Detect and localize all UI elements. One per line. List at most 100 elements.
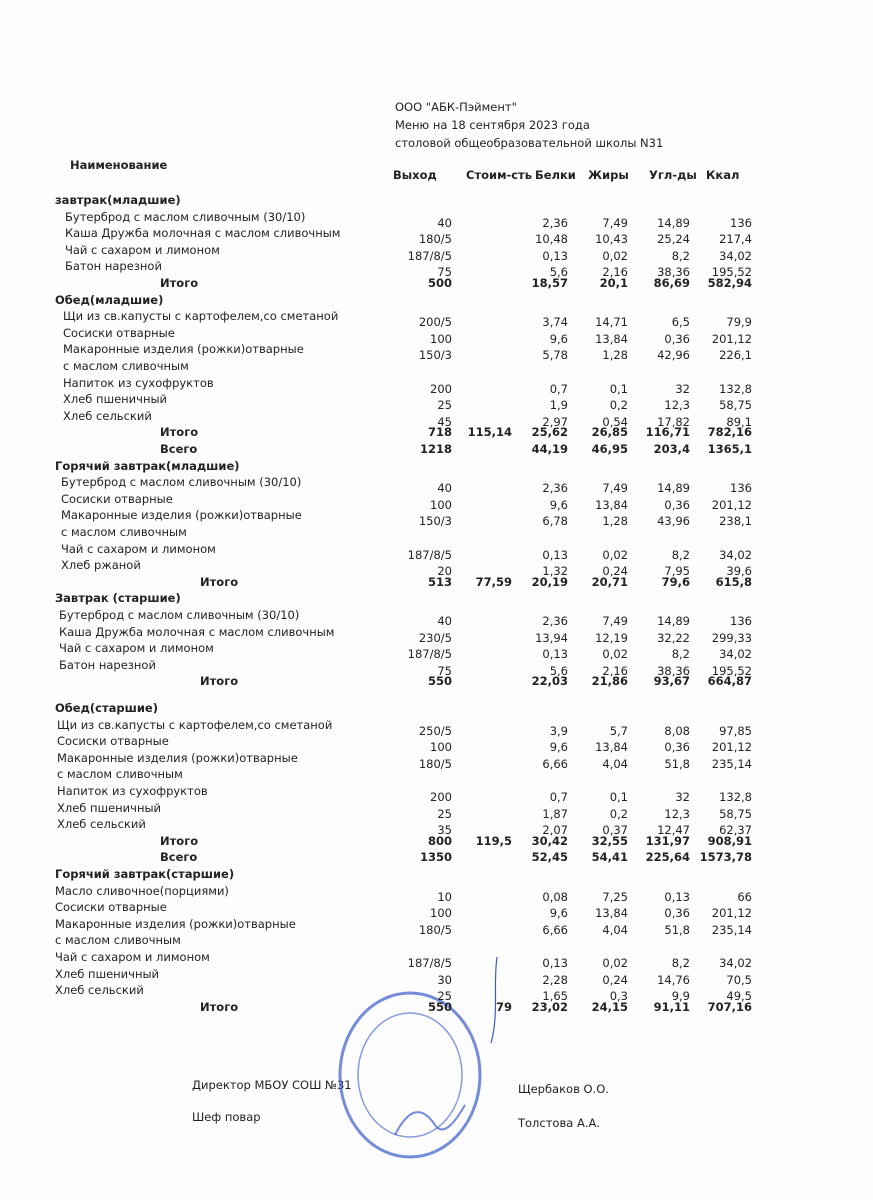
- item-value: 13,84: [595, 497, 628, 512]
- total-value: 116,71: [645, 425, 690, 440]
- section-title: завтрак(младшие): [55, 193, 181, 207]
- item-value: 0,24: [602, 564, 628, 579]
- total-value: 77,59: [475, 574, 512, 589]
- item-value: 0,24: [602, 972, 628, 987]
- item-value: 3,9: [549, 723, 568, 738]
- item-value: 0,2: [609, 806, 628, 821]
- item-value: 0,3: [609, 989, 628, 1004]
- stamp: [338, 991, 482, 1159]
- total-value: 707,16: [707, 999, 752, 1014]
- item-value: 0,13: [542, 956, 568, 970]
- item-name: Чай с сахаром и лимоном: [55, 950, 210, 964]
- item-name: Батон нарезной: [65, 259, 162, 274]
- total-value: 908,91: [707, 833, 752, 848]
- item-value: 75: [437, 265, 452, 280]
- item-value: 40: [437, 614, 452, 628]
- item-value: 40: [437, 215, 452, 230]
- item-name: Напиток из сухофруктов: [63, 375, 214, 390]
- column-header: Стоим-сть: [466, 168, 532, 182]
- item-value: 14,89: [657, 614, 690, 628]
- item-value: 34,02: [719, 647, 752, 662]
- total-value: 500: [427, 276, 452, 290]
- item-value: 187/8/5: [407, 547, 452, 562]
- item-value: 5,6: [549, 663, 568, 678]
- section-title: Горячий завтрак(старшие): [55, 867, 235, 881]
- item-value: 1,28: [602, 514, 628, 529]
- item-value: 0,13: [542, 248, 568, 263]
- item-value: 14,76: [657, 972, 690, 987]
- item-value: 7,95: [664, 564, 690, 579]
- item-name: Макаронные изделия (рожки)отварные: [57, 750, 298, 765]
- item-value: 0,36: [664, 497, 690, 512]
- total-value: 615,8: [715, 574, 752, 589]
- total-value: 664,87: [707, 674, 752, 689]
- total-value: 86,69: [653, 276, 690, 290]
- item-value: 58,75: [719, 806, 752, 821]
- item-value: 1,32: [542, 564, 568, 579]
- school-name: столовой общеобразовательной школы N31: [395, 136, 664, 150]
- item-value: 32: [675, 790, 690, 804]
- item-value: 195,52: [711, 265, 752, 280]
- item-value: 8,2: [671, 248, 690, 263]
- total-label: Итого: [200, 674, 239, 689]
- item-value: 2,16: [602, 265, 628, 280]
- item-name: Чай с сахаром и лимоном: [61, 541, 216, 556]
- total-value: 1350: [419, 850, 452, 865]
- item-value: 30: [437, 972, 452, 987]
- item-value: 40: [437, 481, 452, 496]
- item-value: 13,84: [595, 906, 628, 921]
- item-name: Каша Дружба молочная с маслом сливочным: [65, 226, 341, 241]
- total-value: 54,41: [591, 850, 628, 865]
- column-header: Угл-ды: [649, 168, 697, 182]
- column-header: Наименование: [70, 158, 168, 172]
- column-header: Жиры: [588, 168, 629, 182]
- item-value: 200: [430, 790, 452, 804]
- item-value: 8,2: [671, 647, 690, 662]
- item-value: 132,8: [719, 381, 752, 396]
- item-value: 25: [437, 398, 452, 413]
- signature-name: Толстова А.А.: [518, 1116, 600, 1130]
- item-value: 14,71: [595, 315, 628, 330]
- item-value: 8,2: [671, 956, 690, 970]
- item-name: Чай с сахаром и лимоном: [59, 641, 214, 656]
- item-value: 14,89: [657, 215, 690, 230]
- item-value: 8,2: [671, 547, 690, 562]
- item-value: 0,36: [664, 906, 690, 921]
- item-value: 32,22: [657, 630, 690, 645]
- item-value: 7,25: [602, 889, 628, 904]
- item-value: 0,7: [549, 381, 568, 396]
- total-value: 115,14: [467, 425, 512, 440]
- item-value: 14,89: [657, 481, 690, 496]
- total-value: 1365,1: [707, 442, 752, 456]
- section-title: Завтрак (старшие): [55, 591, 181, 606]
- total-label: Итого: [160, 833, 199, 848]
- item-value: 39,6: [726, 564, 752, 579]
- total-value: 20,71: [591, 574, 628, 589]
- item-value: 25: [437, 806, 452, 821]
- item-value: 180/5: [418, 756, 452, 771]
- item-value: 250/5: [418, 723, 452, 738]
- item-value: 6,66: [542, 922, 568, 937]
- item-value: 201,12: [711, 906, 752, 921]
- item-value: 0,54: [602, 414, 628, 429]
- item-value: 35: [437, 823, 452, 838]
- item-name: Макаронные изделия (рожки)отварные: [55, 916, 296, 931]
- item-value: 58,75: [719, 398, 752, 413]
- total-value: 1573,78: [699, 850, 752, 865]
- item-value: 0,02: [602, 547, 628, 562]
- item-value: 0,02: [602, 647, 628, 662]
- total-value: 1218: [419, 442, 452, 456]
- item-value: 49,5: [726, 989, 752, 1004]
- item-value: 42,96: [657, 348, 690, 363]
- total-value: 26,85: [591, 425, 628, 440]
- item-value: 3,74: [542, 315, 568, 330]
- total-label: Всего: [160, 442, 198, 456]
- signature-role: Директор МБОУ СОШ №31: [192, 1078, 352, 1092]
- item-value: 187/8/5: [407, 248, 452, 263]
- item-value: 136: [730, 481, 752, 496]
- item-value: 34,02: [719, 248, 752, 263]
- item-value: 9,6: [549, 497, 568, 512]
- column-header: Выход: [393, 168, 437, 182]
- item-value: 136: [730, 614, 752, 628]
- item-name: с маслом сливочным: [55, 933, 181, 948]
